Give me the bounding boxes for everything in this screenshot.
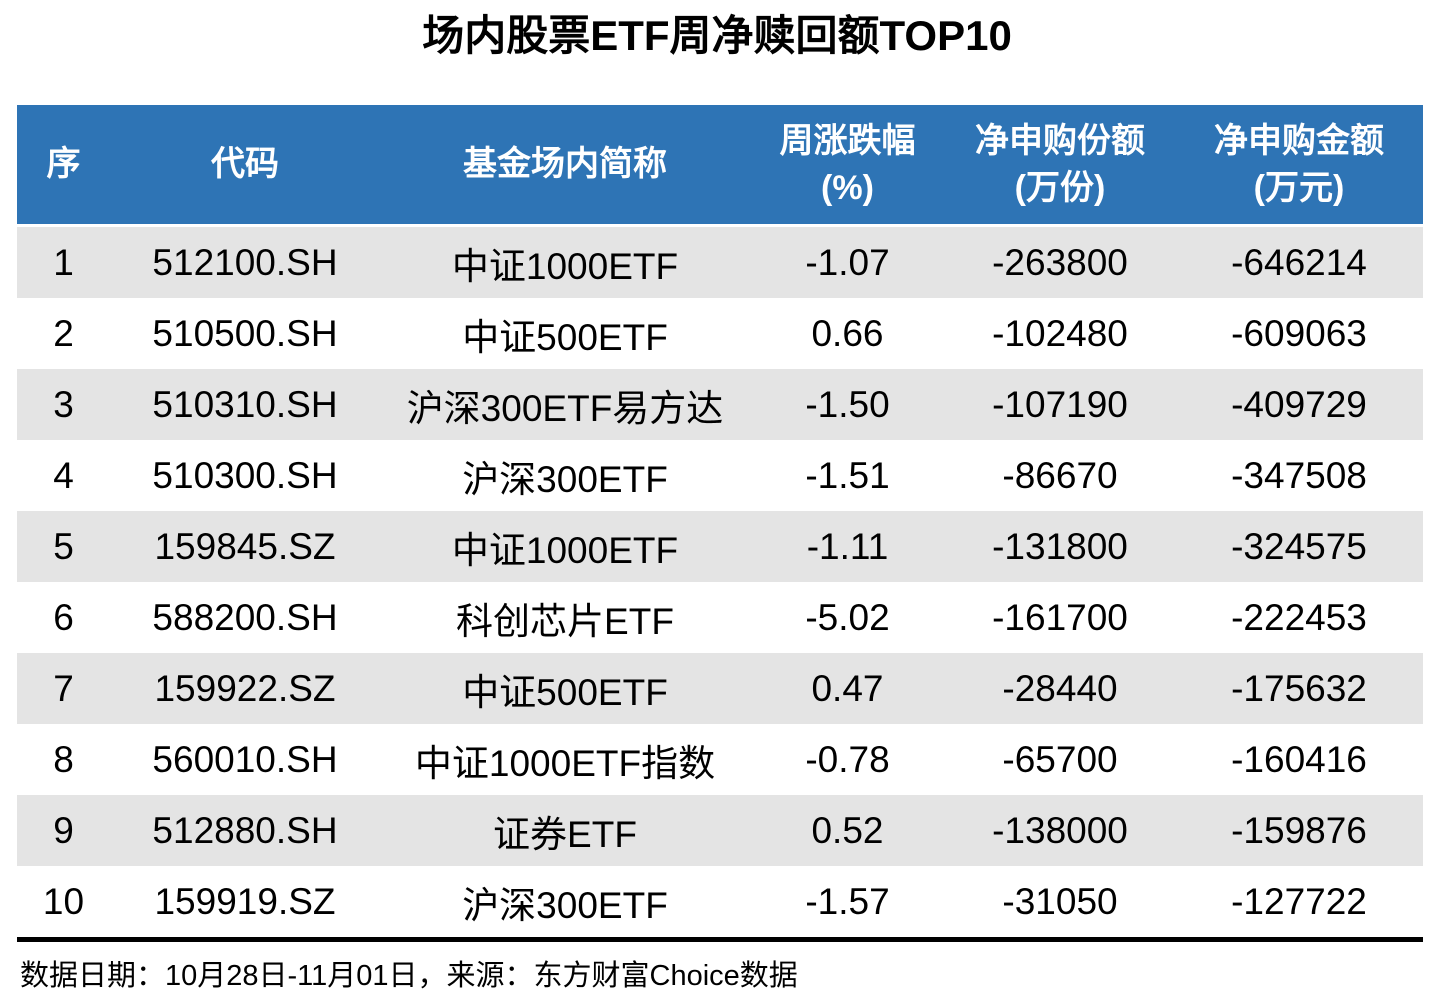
weekly-change-cell: -5.02 [805, 596, 890, 638]
net-amount-cell: -324575 [1231, 525, 1367, 567]
column-label: 净申购份额 [975, 121, 1145, 160]
column-header-net-amount: 净申购金额 (万元) [1175, 105, 1423, 227]
fund-name-cell: 证券ETF [493, 813, 637, 855]
fund-name-cell: 中证1000ETF [451, 245, 679, 287]
code-cell: 510300.SH [152, 454, 338, 496]
table-header-row: 序 代码 基金场内简称 周涨跌幅 (%) 净申购份额 (万份) 净申购金额 (万元) [17, 105, 1423, 227]
fund-name-cell: 沪深300ETF易方达 [406, 387, 724, 429]
table-body: 1 512100.SH 中证1000ETF -1.07 -263800 -646214 2 5… [17, 225, 1423, 938]
rank-cell: 8 [53, 738, 74, 780]
table-row: 8 560010.SH 中证1000ETF指数 -0.78 -65700 -160416 [17, 724, 1423, 795]
table-header: 序 代码 基金场内简称 周涨跌幅 (%) 净申购份额 (万份) 净申购金额 (万元) [17, 105, 1423, 227]
table-row: 2 510500.SH 中证500ETF 0.66 -102480 -609063 [17, 298, 1423, 369]
fund-name-cell: 沪深300ETF [462, 884, 668, 926]
table-row: 1 512100.SH 中证1000ETF -1.07 -263800 -646214 [17, 225, 1423, 298]
rank-cell: 3 [53, 383, 74, 425]
column-header-fund-name: 基金场内简称 [380, 105, 750, 227]
column-label: 周涨跌幅 [779, 121, 916, 160]
data-source-note: 数据日期：10月28日-11月01日，来源：东方财富Choice数据 [20, 960, 798, 992]
rank-cell: 6 [53, 596, 74, 638]
weekly-change-cell: -1.11 [806, 525, 889, 567]
rank-cell: 5 [53, 525, 74, 567]
fund-name-cell: 中证500ETF [462, 671, 668, 713]
net-shares-cell: -28440 [1002, 667, 1118, 709]
table-row: 9 512880.SH 证券ETF 0.52 -138000 -159876 [17, 795, 1423, 866]
net-amount-cell: -609063 [1231, 312, 1367, 354]
net-amount-cell: -175632 [1231, 667, 1367, 709]
column-label: 代码 [211, 145, 279, 184]
net-shares-cell: -138000 [992, 809, 1128, 851]
code-cell: 588200.SH [152, 596, 338, 638]
net-amount-cell: -646214 [1231, 241, 1367, 283]
weekly-change-cell: -1.50 [805, 383, 890, 425]
column-header-rank: 序 [17, 105, 110, 227]
code-cell: 159922.SZ [154, 667, 336, 709]
column-label: 序 [46, 145, 81, 184]
column-header-weekly-change: 周涨跌幅 (%) [750, 105, 945, 227]
weekly-change-cell: -0.78 [805, 738, 890, 780]
weekly-change-cell: -1.57 [805, 880, 890, 922]
column-header-code: 代码 [110, 105, 380, 227]
weekly-change-cell: 0.47 [811, 667, 884, 709]
column-unit: (万份) [1014, 168, 1106, 207]
weekly-change-cell: 0.52 [811, 809, 884, 851]
net-shares-cell: -263800 [992, 241, 1128, 283]
net-amount-cell: -127722 [1231, 880, 1367, 922]
table-row: 6 588200.SH 科创芯片ETF -5.02 -161700 -222453 [17, 582, 1423, 653]
etf-redemption-table: 序 代码 基金场内简称 周涨跌幅 (%) 净申购份额 (万份) 净申购金额 (万元) 1 5121… [17, 105, 1423, 937]
code-cell: 510500.SH [152, 312, 338, 354]
net-amount-cell: -159876 [1231, 809, 1367, 851]
rank-cell: 4 [53, 454, 74, 496]
rank-cell: 2 [53, 312, 74, 354]
rank-cell: 7 [53, 667, 74, 709]
weekly-change-cell: -1.51 [805, 454, 890, 496]
net-amount-cell: -222453 [1231, 596, 1367, 638]
code-cell: 512100.SH [152, 241, 338, 283]
page-title: 场内股票ETF周净赎回额TOP10 [422, 12, 1012, 59]
code-cell: 512880.SH [152, 809, 338, 851]
net-shares-cell: -161700 [992, 596, 1128, 638]
fund-name-cell: 沪深300ETF [462, 458, 668, 500]
table-bottom-rule [17, 937, 1423, 942]
net-shares-cell: -107190 [992, 383, 1128, 425]
fund-name-cell: 中证1000ETF [451, 529, 679, 571]
column-header-net-shares: 净申购份额 (万份) [945, 105, 1175, 227]
column-label: 基金场内简称 [463, 145, 667, 184]
net-amount-cell: -347508 [1231, 454, 1367, 496]
fund-name-cell: 中证1000ETF指数 [414, 742, 716, 784]
net-amount-cell: -160416 [1231, 738, 1367, 780]
net-amount-cell: -409729 [1231, 383, 1367, 425]
code-cell: 510310.SH [152, 383, 338, 425]
table-row: 3 510310.SH 沪深300ETF易方达 -1.50 -107190 -409729 [17, 369, 1423, 440]
column-label: 净申购金额 [1214, 121, 1384, 160]
net-shares-cell: -131800 [992, 525, 1128, 567]
column-unit: (%) [821, 168, 874, 207]
rank-cell: 9 [53, 809, 74, 851]
etf-redemption-report: 场内股票ETF周净赎回额TOP10 序 代码 基金场内简称 周涨跌幅 (%) 净申购份额 (… [0, 8, 1434, 1000]
net-shares-cell: -31050 [1002, 880, 1118, 922]
net-shares-cell: -102480 [992, 312, 1128, 354]
table-row: 7 159922.SZ 中证500ETF 0.47 -28440 -175632 [17, 653, 1423, 724]
rank-cell: 10 [42, 880, 85, 922]
weekly-change-cell: 0.66 [811, 312, 884, 354]
fund-name-cell: 科创芯片ETF [456, 600, 674, 642]
table-row: 4 510300.SH 沪深300ETF -1.51 -86670 -347508 [17, 440, 1423, 511]
code-cell: 159845.SZ [154, 525, 336, 567]
rank-cell: 1 [53, 241, 74, 283]
column-unit: (万元) [1253, 168, 1345, 207]
weekly-change-cell: -1.07 [805, 241, 890, 283]
net-shares-cell: -65700 [1002, 738, 1118, 780]
net-shares-cell: -86670 [1002, 454, 1118, 496]
code-cell: 159919.SZ [154, 880, 336, 922]
table-row: 5 159845.SZ 中证1000ETF -1.11 -131800 -324575 [17, 511, 1423, 582]
fund-name-cell: 中证500ETF [462, 316, 668, 358]
table-row: 10 159919.SZ 沪深300ETF -1.57 -31050 -127722 [17, 866, 1423, 937]
code-cell: 560010.SH [152, 738, 338, 780]
